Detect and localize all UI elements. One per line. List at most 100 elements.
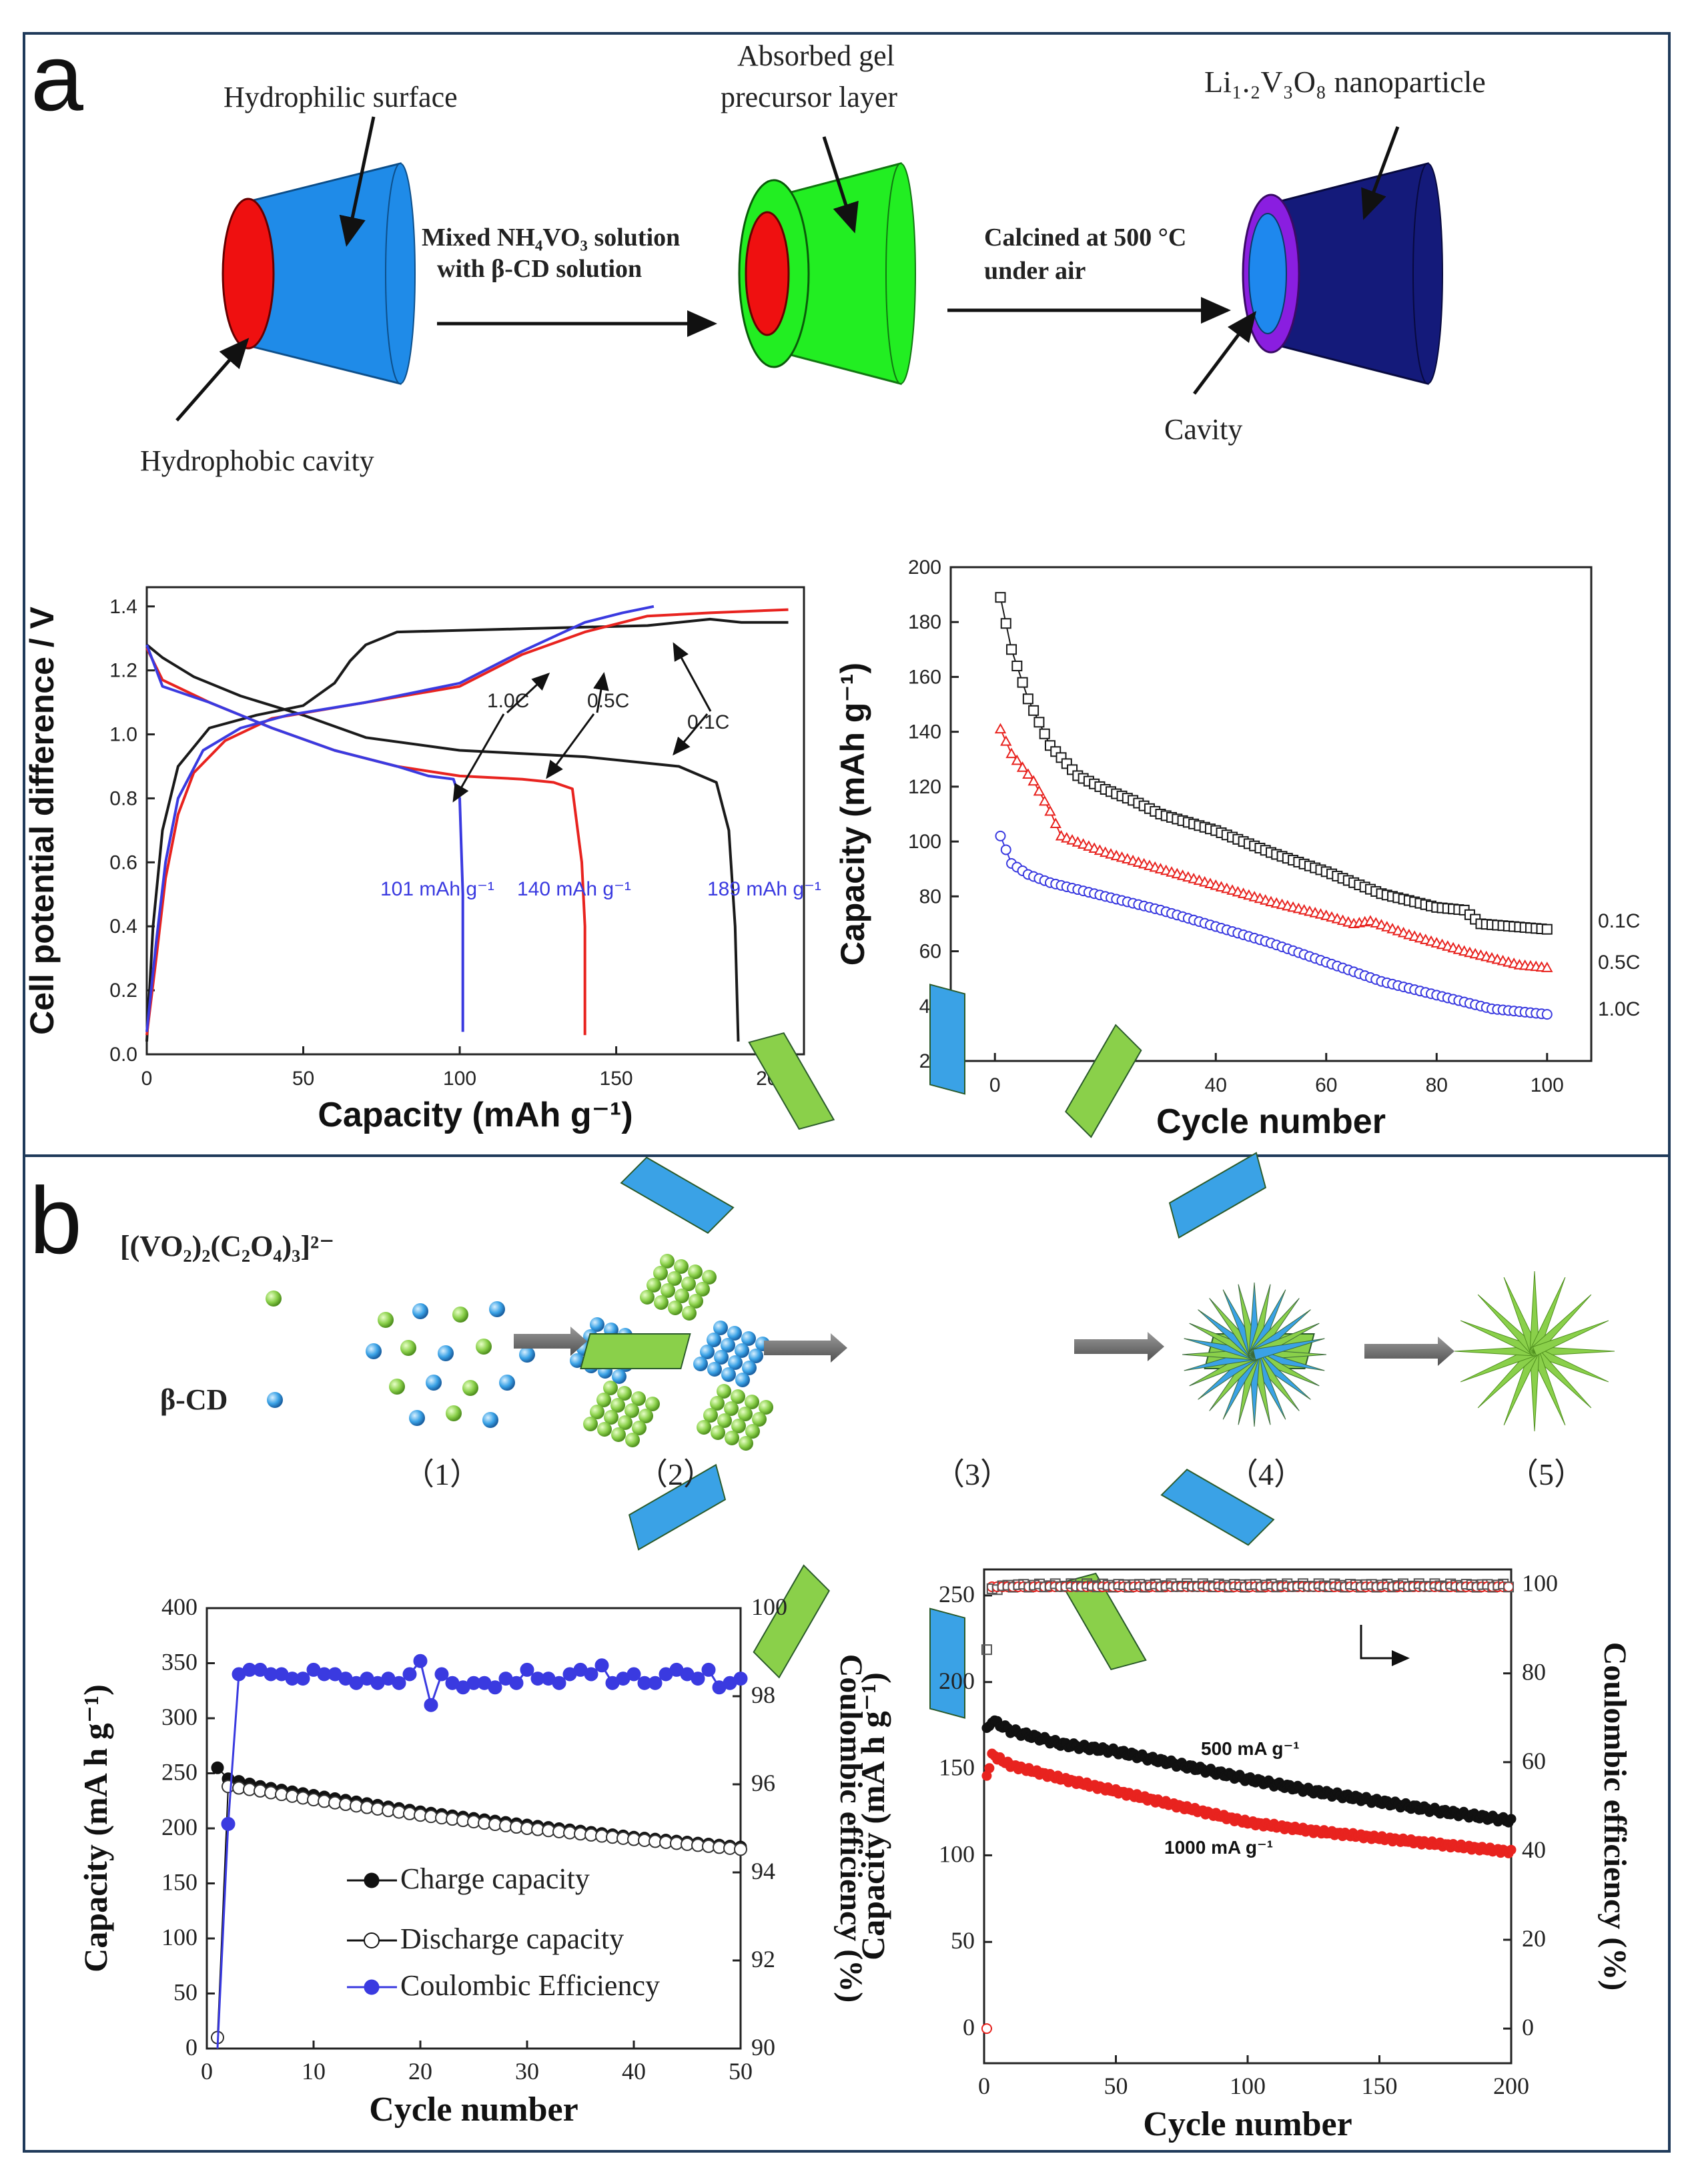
hydrophilic-arrow bbox=[339, 116, 376, 247]
data-point bbox=[1088, 842, 1100, 853]
cone-3 bbox=[1242, 162, 1443, 385]
bcd-ball bbox=[409, 1410, 425, 1426]
complex-ball bbox=[476, 1339, 492, 1355]
data-point bbox=[1027, 775, 1039, 786]
y-tick-label: 160 bbox=[908, 666, 941, 688]
data-point bbox=[1503, 1581, 1515, 1592]
annotation-arrow bbox=[593, 672, 609, 713]
annotation-arrow bbox=[673, 713, 709, 756]
chart-capacity-efficiency-50: 0 10 20 30 40 50 0 50 100 150 200 250 300 350 400 Cycle… bbox=[77, 1593, 869, 2129]
legend-label: Charge capacity bbox=[400, 1862, 590, 1895]
annotation-1c: 1.0C bbox=[487, 690, 529, 712]
complex-ball bbox=[682, 1306, 697, 1321]
complex-ball bbox=[689, 1294, 703, 1309]
series-line bbox=[145, 644, 464, 1032]
complex-ball bbox=[675, 1289, 689, 1303]
series-line bbox=[145, 617, 789, 1042]
data-point bbox=[1000, 735, 1012, 746]
step1-line1: Mixed NH₄VO₃ solution bbox=[422, 224, 680, 252]
data-point bbox=[1397, 926, 1410, 938]
y-right-axis-label: Coulombic efficiency (%) bbox=[833, 1654, 869, 2003]
data-point bbox=[1083, 840, 1095, 851]
y-right-tick-label: 20 bbox=[1522, 1925, 1546, 1952]
complex-ball bbox=[667, 1271, 682, 1286]
process-arrow bbox=[1364, 1337, 1454, 1366]
legend-marker bbox=[364, 1872, 380, 1888]
complex-ball bbox=[617, 1386, 632, 1401]
complex-ball bbox=[738, 1407, 753, 1421]
x-axis-label: Cycle number bbox=[369, 2091, 578, 2129]
complex-ball bbox=[618, 1415, 632, 1430]
x-tick-label: 0 bbox=[201, 2058, 213, 2085]
data-point bbox=[1541, 1009, 1553, 1020]
complex-ball bbox=[717, 1384, 731, 1399]
y-tick-label: 1.2 bbox=[109, 660, 137, 682]
complex-ball bbox=[583, 1417, 598, 1431]
complex-label: [(VO₂)₂(C₂O₄)₃]²⁻ bbox=[120, 1230, 334, 1262]
cone-1-back bbox=[385, 163, 416, 384]
complex-ball bbox=[759, 1400, 773, 1415]
complex-ball bbox=[725, 1431, 739, 1445]
bcd-ball bbox=[482, 1412, 498, 1428]
y-tick-label: 400 bbox=[161, 1593, 197, 1620]
bcd-ball bbox=[727, 1326, 742, 1341]
plot-frame bbox=[949, 566, 1593, 1062]
x-axis-label: Cycle number bbox=[1143, 2105, 1352, 2143]
data-point bbox=[691, 1672, 705, 1686]
cone-1 bbox=[222, 162, 416, 385]
data-point bbox=[211, 1761, 224, 1774]
pinwheel-blade bbox=[748, 1032, 835, 1130]
complex-ball bbox=[452, 1307, 468, 1323]
figure-frame bbox=[23, 32, 1671, 2153]
data-point bbox=[1066, 834, 1078, 845]
step2-line2: under air bbox=[984, 257, 1086, 285]
process-arrow bbox=[764, 1333, 847, 1363]
y-tick-label: 80 bbox=[919, 885, 941, 907]
y-right-tick-label: 98 bbox=[751, 1682, 775, 1708]
complex-ball bbox=[462, 1380, 478, 1396]
data-point bbox=[1506, 1814, 1517, 1824]
data-point bbox=[1541, 962, 1553, 972]
x-tick-label: 40 bbox=[622, 2058, 646, 2085]
chart-voltage-profile: 0501001502000.00.20.40.60.81.01.21.4Capa… bbox=[23, 586, 821, 1134]
y-right-tick-label: 96 bbox=[751, 1770, 775, 1796]
data-point bbox=[1364, 915, 1376, 926]
hydrophobic-cavity-label: Hydrophobic cavity bbox=[140, 444, 374, 477]
bcd-ball bbox=[714, 1350, 729, 1365]
complex-ball bbox=[697, 1420, 711, 1435]
data-point bbox=[413, 1654, 428, 1668]
series-line bbox=[145, 643, 740, 1042]
x-tick-label: 50 bbox=[729, 2058, 753, 2085]
complex-ball bbox=[610, 1398, 625, 1413]
cone-3-back bbox=[1412, 163, 1443, 384]
data-point bbox=[1022, 768, 1034, 779]
bcd-label: β-CD bbox=[160, 1383, 228, 1416]
legend-10c: 1.0C bbox=[1598, 998, 1640, 1020]
bcd-ball bbox=[728, 1355, 743, 1370]
complex-ball bbox=[717, 1413, 732, 1428]
star-spike bbox=[1532, 1320, 1609, 1357]
legend-01c: 0.1C bbox=[1598, 910, 1640, 932]
series-line bbox=[145, 605, 655, 1032]
cone-1-cavity bbox=[222, 198, 275, 350]
y-tick-label: 350 bbox=[161, 1649, 197, 1676]
y-tick-label: 0 bbox=[185, 2034, 197, 2061]
y-right-tick-label: 0 bbox=[1522, 2014, 1534, 2041]
data-point bbox=[1061, 831, 1073, 843]
annotation-arrow bbox=[546, 713, 595, 779]
complex-ball bbox=[640, 1290, 655, 1305]
y-right-tick-label: 80 bbox=[1522, 1659, 1546, 1686]
y-tick-label: 150 bbox=[161, 1869, 197, 1896]
complex-ball bbox=[625, 1433, 640, 1447]
legend-label: Coulombic Efficiency bbox=[400, 1969, 660, 2002]
x-tick-label: 0 bbox=[989, 1074, 1001, 1096]
bcd-ball bbox=[570, 1353, 584, 1368]
data-point bbox=[1011, 754, 1023, 765]
pinwheel-blade bbox=[753, 1564, 830, 1679]
y-tick-label: 50 bbox=[173, 1979, 197, 2006]
y-tick-label: 1.0 bbox=[109, 724, 137, 746]
hydrophilic-surface-label: Hydrophilic surface bbox=[224, 81, 458, 113]
complex-ball bbox=[446, 1405, 462, 1421]
